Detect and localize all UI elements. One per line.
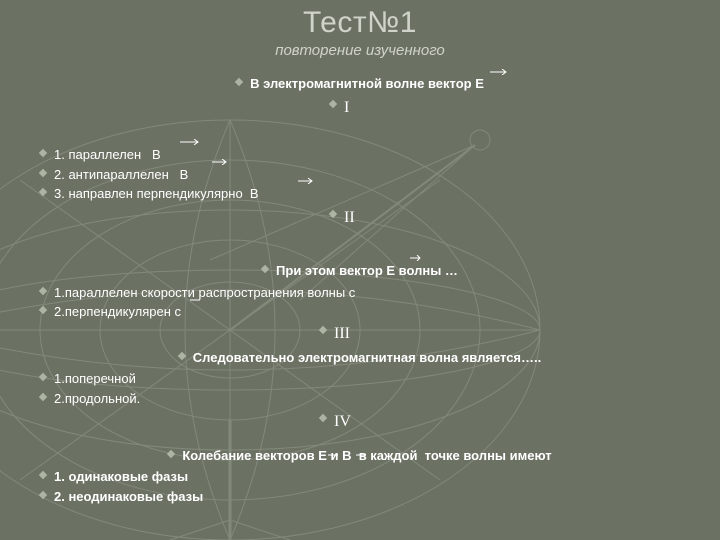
slide-subtitle: повторение изученного	[0, 42, 720, 59]
bullet-icon	[39, 471, 47, 479]
roman-4-text: IV	[334, 411, 351, 433]
slide-title: Тест№1	[0, 0, 720, 40]
q4-opt-b: 2. неодинаковые фазы	[0, 488, 720, 506]
bullet-icon	[319, 414, 327, 422]
bullet-icon	[39, 306, 47, 314]
bullet-icon	[39, 373, 47, 381]
q3-heading-row: Следовательно электромагнитная волна явл…	[0, 347, 720, 369]
q2-heading-row: При этом вектор Е волны …	[0, 260, 720, 282]
q4-heading: Колебание векторов Е и В в каждой точке …	[182, 447, 551, 465]
q3-opt-a: 1.поперечной	[0, 370, 720, 388]
vector-bar-icon	[356, 452, 366, 458]
q3-opt-b: 2.продольной.	[0, 390, 720, 408]
q2-opt-a: 1.параллелен скорости распространения во…	[0, 284, 720, 302]
bullet-icon	[329, 210, 337, 218]
q1-opt-c-text: 3. направлен перпендикулярно В	[54, 185, 259, 203]
q4-opt-a: 1. одинаковые фазы	[0, 468, 720, 486]
q1-opt-c: 3. направлен перпендикулярно В	[0, 185, 720, 203]
q1-opt-a: 1. параллелен В	[0, 146, 720, 164]
vector-bar-icon	[328, 452, 338, 458]
q2-heading: При этом вектор Е волны …	[276, 262, 458, 280]
roman-1-text: I	[344, 97, 349, 119]
bullet-icon	[235, 78, 243, 86]
bullet-icon	[39, 188, 47, 196]
bullet-icon	[319, 326, 327, 334]
roman-3-text: III	[334, 323, 350, 345]
roman-1: I	[330, 97, 720, 119]
q1-opt-a-text: 1. параллелен В	[54, 146, 161, 164]
bullet-icon	[39, 149, 47, 157]
bullet-icon	[39, 491, 47, 499]
bullet-icon	[167, 450, 175, 458]
roman-4: IV	[320, 411, 720, 433]
q3-opt-b-text: 2.продольной.	[54, 390, 140, 408]
q2-opt-a-text: 1.параллелен скорости распространения во…	[54, 284, 355, 302]
q1-opt-b: 2. антипараллелен В	[0, 166, 720, 184]
q4-heading-row: Колебание векторов Е и В в каждой точке …	[0, 445, 720, 467]
q3-heading: Следовательно электромагнитная волна явл…	[193, 349, 541, 367]
bullet-icon	[178, 351, 186, 359]
q1-heading-row: В электромагнитной волне вектор Е	[0, 73, 720, 95]
bullet-icon	[261, 265, 269, 273]
roman-2: II	[330, 207, 720, 229]
bullet-icon	[39, 392, 47, 400]
roman-3: III	[320, 323, 720, 345]
q2-opt-b-text: 2.перпендикулярен с	[54, 303, 181, 321]
bullet-icon	[329, 99, 337, 107]
q4-opt-b-text: 2. неодинаковые фазы	[54, 488, 203, 506]
slide: Тест№1 повторение изученного В электрома…	[0, 0, 720, 540]
q2-opt-b: 2.перпендикулярен с	[0, 303, 720, 321]
q1-heading: В электромагнитной волне вектор Е	[250, 75, 484, 93]
q4-opt-a-text: 1. одинаковые фазы	[54, 468, 188, 486]
q3-opt-a-text: 1.поперечной	[54, 370, 136, 388]
bullet-icon	[39, 287, 47, 295]
vector-arrow-icon	[490, 69, 510, 75]
bullet-icon	[39, 168, 47, 176]
roman-2-text: II	[344, 207, 355, 229]
q1-opt-b-text: 2. антипараллелен В	[54, 166, 188, 184]
content: Тест№1 повторение изученного В электрома…	[0, 0, 720, 505]
